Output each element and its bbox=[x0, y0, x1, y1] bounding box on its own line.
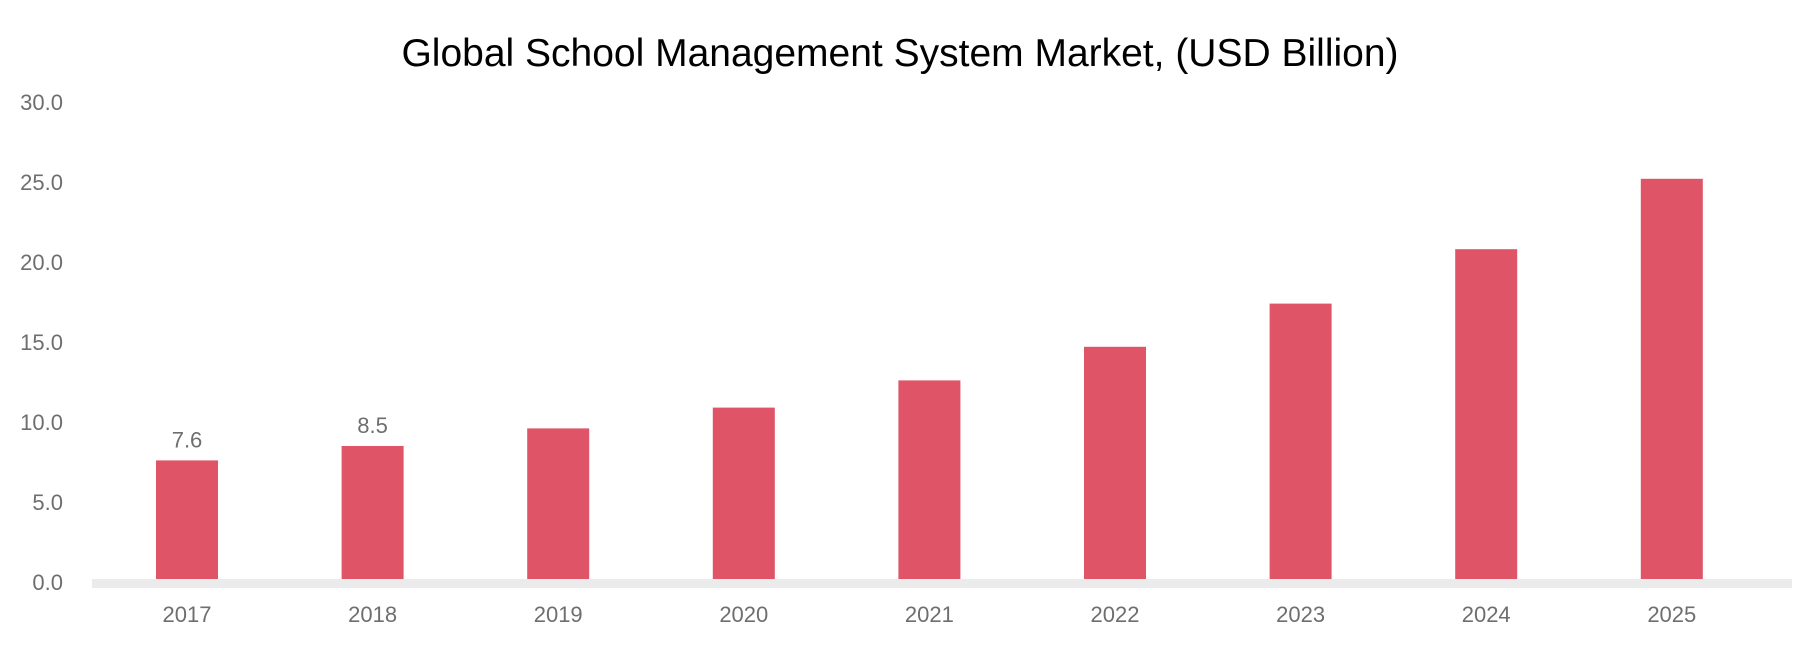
bar-2019 bbox=[527, 428, 590, 579]
y-tick-label: 10.0 bbox=[20, 410, 63, 435]
data-label: 8.5 bbox=[357, 413, 388, 438]
data-label: 7.6 bbox=[172, 427, 203, 452]
x-tick-label: 2024 bbox=[1462, 602, 1511, 627]
x-axis: 2017 2018 2019 2020 2021 2022 2023 2024 2025 bbox=[163, 602, 1697, 627]
y-tick-label: 30.0 bbox=[20, 90, 63, 115]
bar-2020 bbox=[712, 407, 775, 579]
bar-series bbox=[156, 178, 1703, 580]
data-labels: 7.6 8.5 bbox=[172, 413, 388, 452]
bar-2021 bbox=[898, 380, 961, 579]
y-tick-label: 15.0 bbox=[20, 330, 63, 355]
x-tick-label: 2020 bbox=[719, 602, 768, 627]
x-axis-baseline bbox=[92, 579, 1792, 588]
x-tick-label: 2018 bbox=[348, 602, 397, 627]
x-tick-label: 2019 bbox=[534, 602, 583, 627]
y-tick-label: 0.0 bbox=[32, 570, 63, 595]
x-tick-label: 2025 bbox=[1647, 602, 1696, 627]
bar-2024 bbox=[1455, 249, 1518, 579]
y-tick-label: 25.0 bbox=[20, 170, 63, 195]
chart-title: Global School Management System Market, … bbox=[401, 32, 1399, 75]
y-tick-label: 5.0 bbox=[32, 490, 63, 515]
x-tick-label: 2021 bbox=[905, 602, 954, 627]
bar-2022 bbox=[1084, 346, 1146, 579]
x-tick-label: 2017 bbox=[163, 602, 212, 627]
bar-2025 bbox=[1640, 178, 1703, 580]
x-tick-label: 2023 bbox=[1276, 602, 1325, 627]
bar-2017 bbox=[156, 460, 218, 579]
y-tick-label: 20.0 bbox=[20, 250, 63, 275]
x-tick-label: 2022 bbox=[1091, 602, 1140, 627]
y-axis: 0.0 5.0 10.0 15.0 20.0 25.0 30.0 bbox=[20, 90, 63, 595]
bar-2023 bbox=[1269, 303, 1332, 579]
bar-2018 bbox=[341, 446, 404, 579]
